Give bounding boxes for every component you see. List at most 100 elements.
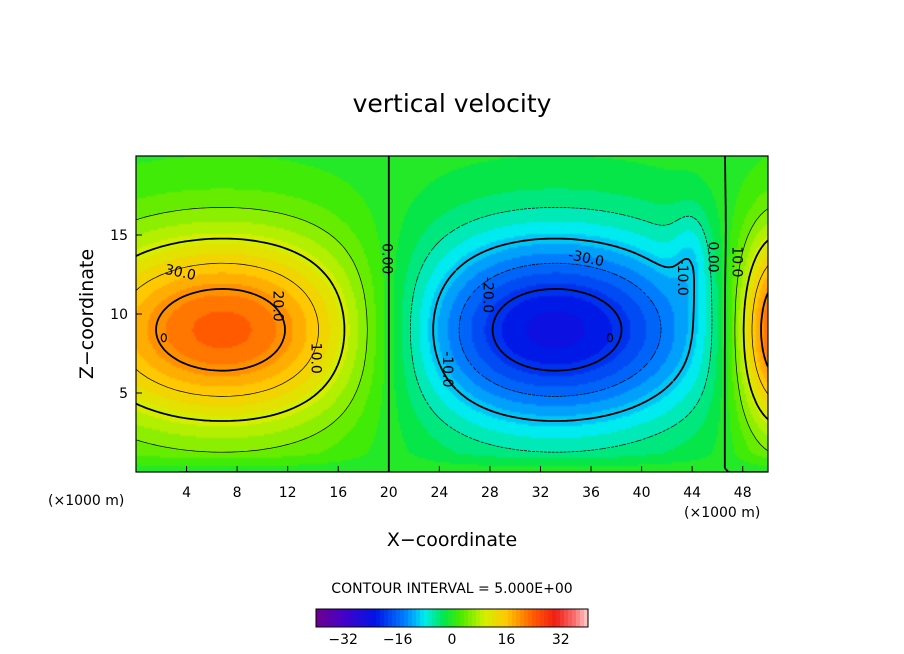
colorbar-swatch: [540, 609, 545, 627]
colorbar-swatch: [448, 609, 453, 627]
x-tick-label: 36: [582, 485, 600, 501]
colorbar-swatch: [480, 609, 485, 627]
contour-lines: [136, 156, 768, 472]
colorbar-swatch: [432, 609, 437, 627]
contour-label: 0.00: [704, 242, 720, 273]
extremum-marker: [160, 333, 167, 343]
colorbar-swatch: [456, 609, 461, 627]
y-tick-label: 15: [110, 228, 128, 244]
colorbar-swatch: [336, 609, 341, 627]
x-tick-label: 20: [380, 485, 398, 501]
x-unit-right: (×1000 m): [684, 505, 760, 521]
colorbar-swatch: [452, 609, 457, 627]
x-axis-ticks: 4 8 12 16 20 24 28 32 36 40 44 48: [182, 466, 752, 501]
colorbar-swatch: [572, 609, 577, 627]
colorbar-swatch: [460, 609, 465, 627]
contour-line: [458, 262, 662, 397]
colorbar-frame: [315, 608, 589, 628]
colorbar-swatch: [364, 609, 369, 627]
contour-label: 10.0: [307, 343, 323, 374]
colorbar-swatch: [424, 609, 429, 627]
x-tick-label: 44: [683, 485, 701, 501]
contour-interval-text: CONTOUR INTERVAL = 5.000E+00: [331, 581, 572, 597]
colorbar-tick-label: 32: [552, 632, 570, 648]
colorbar-swatch: [560, 609, 565, 627]
contour-label: -20.0: [479, 277, 495, 313]
colorbar-tick-label: 16: [497, 632, 515, 648]
contour-line: [136, 207, 768, 453]
colorbar-swatch: [436, 609, 441, 627]
contour-line: [136, 237, 768, 422]
colorbar-swatch: [576, 609, 581, 627]
chart-title: vertical velocity: [353, 89, 552, 118]
colorbar-swatch: [324, 609, 329, 627]
colorbar-swatch: [512, 609, 517, 627]
colorbar-swatch: [332, 609, 337, 627]
colorbar-swatch: [472, 609, 477, 627]
colorbar-swatch: [468, 609, 473, 627]
contour-line: [432, 237, 695, 422]
colorbar-swatch: [584, 609, 589, 627]
colorbar-tick-label: −32: [328, 632, 358, 648]
colorbar-swatch: [372, 609, 377, 627]
contour-label: 0.00: [378, 243, 394, 274]
colorbar-swatch: [552, 609, 557, 627]
x-tick-label: 12: [279, 485, 297, 501]
colorbar-swatch: [356, 609, 361, 627]
colorbar-swatch: [360, 609, 365, 627]
colorbar-swatch: [444, 609, 449, 627]
colorbar-tick-label: −16: [383, 632, 413, 648]
colorbar-swatch: [536, 609, 541, 627]
y-tick-label: 5: [119, 386, 128, 402]
extremum-marker: [606, 333, 614, 343]
colorbar-swatch: [408, 609, 413, 627]
colorbar-swatch: [464, 609, 469, 627]
colorbar-swatch: [492, 609, 497, 627]
colorbar-swatch: [440, 609, 445, 627]
colorbar-ticks: −32 −16 0 16 32: [328, 632, 569, 648]
colorbar-swatch: [348, 609, 353, 627]
colorbar-swatch: [340, 609, 345, 627]
colorbar-swatch: [416, 609, 421, 627]
x-tick-label: 24: [430, 485, 448, 501]
colorbar-swatch: [404, 609, 409, 627]
contour-label: -30.0: [567, 247, 606, 270]
colorbar-swatch: [564, 609, 569, 627]
colorbar-tick-label: 0: [448, 632, 457, 648]
contour-line: [491, 288, 623, 372]
y-axis-ticks: 5 10 15: [110, 228, 142, 402]
colorbar-swatch: [412, 609, 417, 627]
x-tick-label: 40: [633, 485, 651, 501]
colorbar-swatch: [520, 609, 525, 627]
contour-line: [409, 207, 713, 453]
contour-line: [155, 288, 768, 372]
colorbar-swatch: [428, 609, 433, 627]
colorbar-swatch: [496, 609, 501, 627]
colorbar-swatch: [320, 609, 325, 627]
colorbar-swatch: [508, 609, 513, 627]
colorbar-swatch: [392, 609, 397, 627]
x-axis-label: X−coordinate: [387, 529, 517, 551]
colorbar-swatch: [420, 609, 425, 627]
y-tick-label: 10: [110, 307, 128, 323]
colorbar-swatch: [344, 609, 349, 627]
x-tick-label: 28: [481, 485, 499, 501]
contour-label: 10.0: [728, 246, 744, 277]
x-unit-left: (×1000 m): [48, 493, 124, 509]
colorbar-swatch: [476, 609, 481, 627]
colorbar-swatch: [528, 609, 533, 627]
filled-contour-field: [136, 156, 768, 472]
colorbar-swatch: [388, 609, 393, 627]
colorbar-swatch: [556, 609, 561, 627]
x-tick-label: 48: [734, 485, 752, 501]
colorbar-swatch: [400, 609, 405, 627]
colorbar-swatch: [548, 609, 553, 627]
contour-line: [136, 262, 768, 397]
colorbar-swatch: [316, 609, 321, 627]
colorbar-swatch: [544, 609, 549, 627]
colorbar-swatch: [352, 609, 357, 627]
colorbar-swatch: [484, 609, 489, 627]
colorbar-swatch: [524, 609, 529, 627]
x-tick-label: 32: [532, 485, 550, 501]
